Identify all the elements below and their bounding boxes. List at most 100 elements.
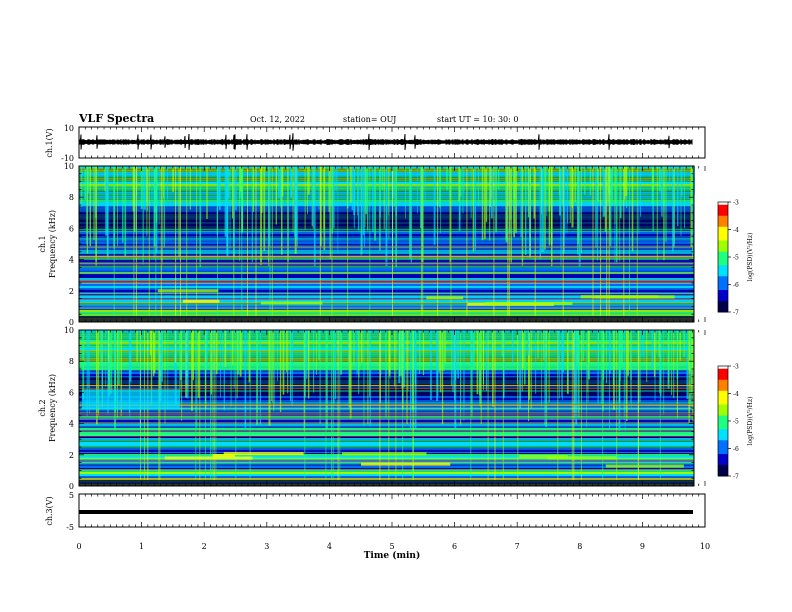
spectrum-burst	[407, 330, 409, 391]
spectrum-burst	[492, 330, 494, 360]
spectrum-band	[79, 440, 694, 443]
ch1-ytick-bottom: -10	[61, 154, 74, 163]
spectrum-burst	[337, 166, 339, 254]
spectrum-burst	[508, 166, 510, 322]
spectrum-band	[79, 434, 694, 437]
spectrum-burst	[241, 166, 243, 322]
spectrum-band	[79, 278, 694, 281]
spectrum-burst	[153, 330, 156, 374]
spectrum-burst	[521, 330, 523, 392]
spectrum-burst	[104, 166, 106, 192]
spectrum-burst	[353, 166, 355, 229]
spectrum-band	[79, 432, 694, 435]
spectrum-burst	[228, 166, 230, 198]
spectrum-burst	[606, 166, 608, 322]
spectrum-burst	[609, 330, 611, 374]
spectrum-line	[79, 390, 694, 392]
spectrum-burst	[253, 166, 255, 212]
spectrum-burst	[545, 330, 548, 428]
spectrum-burst	[562, 330, 564, 372]
spectrum-burst	[569, 166, 571, 223]
spectrum-burst	[160, 166, 162, 322]
spectrum-line	[79, 315, 694, 316]
spectrum-burst	[656, 166, 658, 261]
spectrum-burst	[528, 330, 531, 400]
spectrum-burst	[175, 166, 177, 322]
spectrum-burst	[683, 330, 686, 358]
spectrum-line	[79, 272, 694, 274]
spectrum-burst	[114, 330, 116, 431]
frequency-tick-label: 8	[69, 193, 74, 202]
spectrum-line	[79, 231, 694, 232]
spectrum-burst	[108, 330, 109, 360]
colorbar-segment	[718, 434, 728, 438]
spectrum-burst	[380, 330, 382, 376]
spectrum-line	[79, 280, 694, 282]
spectrum-burst	[172, 166, 174, 192]
spectrum-band	[79, 478, 694, 481]
colorbar-segment	[718, 207, 728, 211]
spectrum-burst	[446, 166, 448, 191]
colorbar-segment	[718, 254, 728, 258]
spectrum-burst	[294, 166, 297, 238]
colorbar-tick-label: -3	[733, 364, 739, 371]
spectrum-burst	[393, 166, 394, 198]
colorbar-segment	[718, 303, 728, 307]
spectrum-burst	[619, 330, 621, 381]
spectrum-burst	[158, 166, 160, 225]
spectrum-band	[79, 468, 694, 471]
spectrum-burst	[563, 166, 565, 254]
spectrum-burst	[436, 330, 439, 402]
spectrum-burst	[600, 330, 602, 404]
spectrum-burst	[281, 166, 283, 255]
spectrum-band	[79, 292, 694, 295]
spectrum-burst	[340, 330, 343, 375]
spectrum-burst	[151, 166, 153, 205]
spectrum-burst	[692, 166, 694, 259]
spectrum-burst	[260, 166, 263, 213]
spectrum-burst	[220, 330, 221, 398]
spectrum-burst	[350, 166, 352, 203]
time-tick-label: 6	[452, 542, 457, 551]
spectrum-burst	[450, 330, 452, 386]
spectrum-line	[79, 388, 694, 390]
frequency-tick-label: 10	[64, 162, 74, 171]
date-label: Oct. 12, 2022	[250, 115, 305, 124]
spectrum-burst	[304, 166, 306, 230]
spectrum-burst	[560, 166, 562, 266]
spectrum-band	[79, 442, 694, 445]
colorbar-segment	[718, 213, 728, 217]
spectrum-burst	[566, 166, 568, 233]
spectrum-burst	[574, 330, 576, 420]
spectrum-burst	[154, 166, 157, 213]
spectrum-burst	[470, 166, 472, 219]
spectrum-burst	[474, 166, 476, 251]
spectrum-burst	[332, 166, 335, 229]
ch1-waveform-panel: 10 -10 ch.1(V)	[45, 124, 706, 163]
ch1-waveform-ylabel: ch.1(V)	[45, 128, 54, 157]
frequency-tick-label: 2	[69, 451, 74, 460]
spectrum-burst	[574, 166, 576, 202]
spectrum-burst	[681, 166, 683, 197]
spectrum-burst	[672, 166, 674, 252]
spectrum-burst	[268, 166, 270, 246]
spectrum-burst	[684, 166, 685, 228]
spectrum-band	[79, 310, 694, 313]
spectrum-band	[79, 476, 694, 479]
spectrum-burst	[311, 166, 314, 227]
colorbar-segment	[718, 459, 728, 463]
spectrum-burst	[424, 166, 426, 204]
colorbar-segment	[718, 454, 728, 458]
spectrum-burst	[150, 330, 153, 406]
spectrum-burst	[281, 166, 284, 197]
time-axis-label: Time (min)	[364, 550, 421, 561]
spectrum-burst	[323, 166, 326, 251]
spectrum-burst	[229, 166, 231, 249]
spectrum-burst	[653, 330, 656, 377]
spectrum-band	[79, 446, 694, 449]
spectrum-burst	[140, 166, 142, 210]
spectrum-burst	[522, 330, 524, 369]
spectrum-line	[79, 299, 694, 300]
spectrum-burst	[349, 330, 352, 419]
